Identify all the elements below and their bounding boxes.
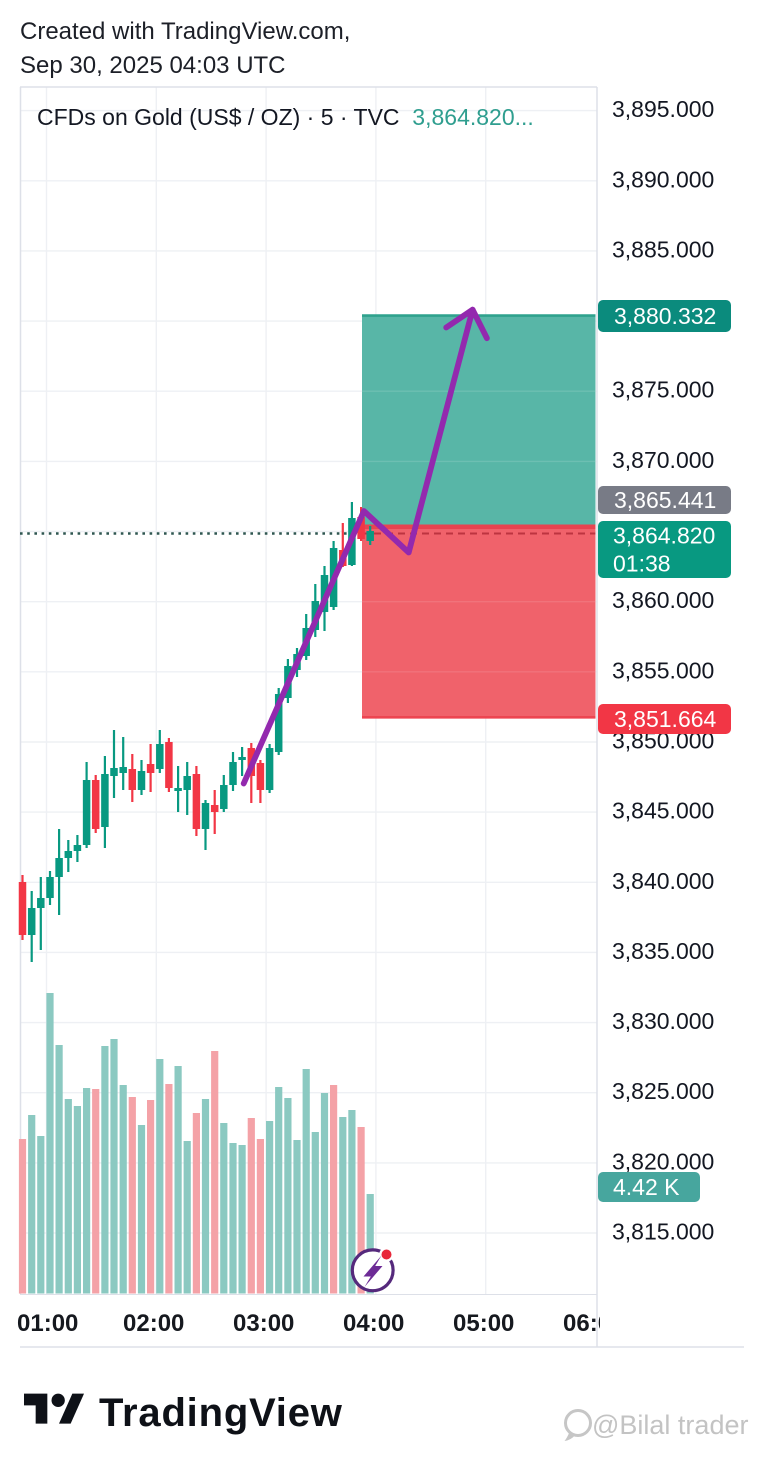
svg-text:3,851.664: 3,851.664 bbox=[614, 706, 717, 732]
svg-text:3,830.000: 3,830.000 bbox=[612, 1008, 714, 1034]
svg-text:3,845.000: 3,845.000 bbox=[612, 798, 714, 824]
svg-text:3,890.000: 3,890.000 bbox=[612, 166, 714, 192]
svg-text:3,865.441: 3,865.441 bbox=[614, 487, 716, 513]
svg-text:3,875.000: 3,875.000 bbox=[612, 377, 714, 403]
svg-text:3,864.820: 3,864.820 bbox=[613, 523, 715, 549]
svg-text:3,880.332: 3,880.332 bbox=[614, 303, 716, 329]
svg-text:3,885.000: 3,885.000 bbox=[612, 236, 714, 262]
svg-text:3,835.000: 3,835.000 bbox=[612, 938, 714, 964]
svg-text:3,870.000: 3,870.000 bbox=[612, 447, 714, 473]
svg-text:3,840.000: 3,840.000 bbox=[612, 868, 714, 894]
svg-text:3,895.000: 3,895.000 bbox=[612, 96, 714, 122]
svg-text:3,825.000: 3,825.000 bbox=[612, 1078, 714, 1104]
svg-text:4.42 K: 4.42 K bbox=[613, 1174, 680, 1200]
svg-text:3,815.000: 3,815.000 bbox=[612, 1219, 714, 1245]
svg-text:3,820.000: 3,820.000 bbox=[612, 1148, 714, 1174]
svg-text:3,860.000: 3,860.000 bbox=[612, 587, 714, 613]
svg-text:01:38: 01:38 bbox=[613, 551, 671, 577]
svg-text:3,855.000: 3,855.000 bbox=[612, 657, 714, 683]
